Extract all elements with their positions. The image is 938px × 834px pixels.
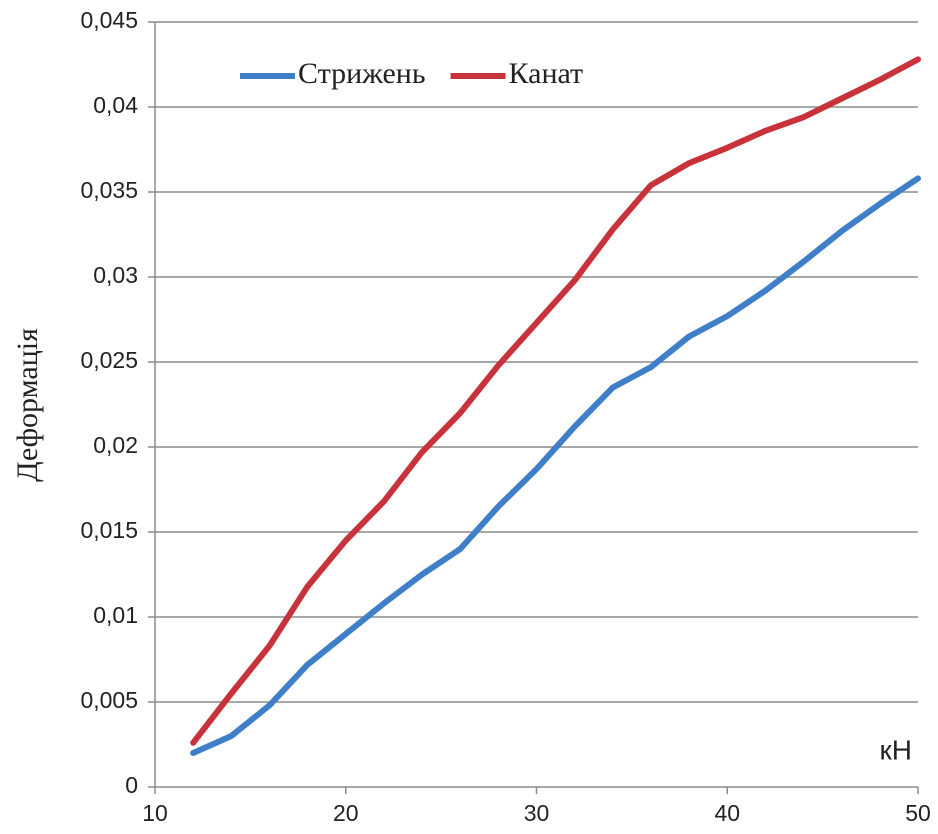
y-tick-label: 0,035 — [80, 177, 138, 203]
legend-label: Канат — [509, 57, 584, 90]
y-tick-label: 0,015 — [80, 517, 138, 543]
x-tick-label: 40 — [714, 800, 740, 826]
y-axis-label: Деформація — [11, 328, 44, 482]
x-axis-label: кН — [880, 734, 912, 765]
y-tick-label: 0,04 — [93, 92, 138, 118]
x-tick-label: 20 — [333, 800, 359, 826]
y-tick-label: 0,025 — [80, 347, 138, 373]
y-tick-label: 0,02 — [93, 432, 138, 458]
x-tick-label: 30 — [524, 800, 550, 826]
x-tick-label: 10 — [142, 800, 168, 826]
y-tick-label: 0,03 — [93, 262, 138, 288]
y-tick-label: 0,005 — [80, 687, 138, 713]
y-tick-label: 0 — [125, 772, 138, 798]
y-tick-label: 0,01 — [93, 602, 138, 628]
legend-label: Стрижень — [298, 57, 426, 90]
y-tick-label: 0,045 — [80, 7, 138, 33]
x-tick-label: 50 — [905, 800, 931, 826]
data-line — [190, 56, 921, 746]
data-line — [190, 175, 921, 756]
